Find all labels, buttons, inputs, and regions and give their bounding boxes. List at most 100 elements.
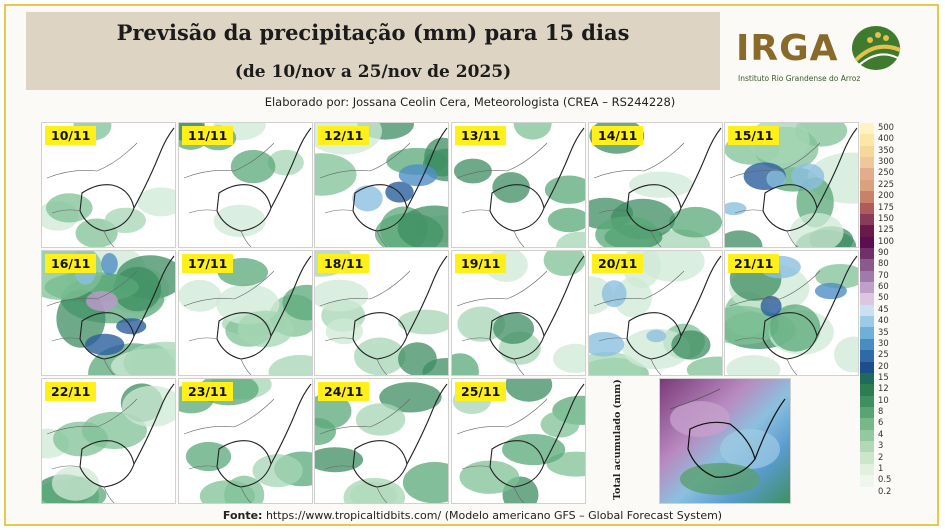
colorbar-segment <box>860 157 874 169</box>
colorbar-segment <box>860 123 874 135</box>
colorbar-level-label: 1 <box>878 462 884 473</box>
colorbar-segment <box>860 270 874 283</box>
colorbar-level-label: 200 <box>878 190 894 201</box>
colorbar-segment <box>860 475 874 487</box>
colorbar-level-label: 250 <box>878 167 894 178</box>
colorbar-segment <box>860 191 874 203</box>
forecast-panel: 19/11 <box>451 250 586 376</box>
colorbar-segment <box>860 441 874 453</box>
panel-date-label: 12/11 <box>318 126 370 145</box>
logo-tagline: Instituto Rio Grandense do Arroz <box>738 74 861 83</box>
page-title: Previsão da precipitação (mm) para 15 di… <box>116 20 630 45</box>
forecast-panel: 16/11 <box>41 250 176 376</box>
total-map-svg <box>660 379 790 503</box>
logo-wordmark: IRGA <box>736 28 839 69</box>
author-credit: Elaborado por: Jossana Ceolin Cera, Mete… <box>264 95 676 109</box>
colorbar-level-label: 400 <box>878 133 894 144</box>
colorbar-level-label: 10 <box>878 394 889 405</box>
colorbar-level-label: 225 <box>878 178 894 189</box>
colorbar-level-label: 50 <box>878 292 889 303</box>
colorbar-segment <box>860 463 874 476</box>
footer-source-text: https://www.tropicaltidbits.com/ (Modelo… <box>262 509 723 522</box>
colorbar-level-label: 4 <box>878 428 884 439</box>
forecast-panel: 17/11 <box>178 250 313 376</box>
colorbar-segment <box>860 350 874 362</box>
colorbar-level-label: 2 <box>878 451 884 462</box>
panel-date-label: 10/11 <box>45 126 97 145</box>
colorbar-level-label: 40 <box>878 315 889 326</box>
colorbar-segment <box>860 338 874 351</box>
forecast-panel: 12/11 <box>314 122 449 248</box>
colorbar-segment <box>860 293 874 305</box>
panel-map <box>589 251 722 375</box>
colorbar-segment <box>860 282 874 294</box>
panel-date-label: 11/11 <box>182 126 234 145</box>
panel-date-label: 23/11 <box>182 382 234 401</box>
colorbar-segment <box>860 145 874 158</box>
colorbar-segment <box>860 247 874 260</box>
colorbar-segment <box>860 225 874 237</box>
panel-date-label: 18/11 <box>318 254 370 273</box>
colorbar-segment <box>860 452 874 464</box>
panel-map <box>42 379 175 503</box>
colorbar-segment <box>860 304 874 317</box>
colorbar-level-label: 100 <box>878 235 894 246</box>
panel-date-label: 19/11 <box>455 254 507 273</box>
colorbar-level-label: 45 <box>878 303 889 314</box>
colorbar-segment <box>860 213 874 226</box>
colorbar-level-label: 8 <box>878 406 884 417</box>
colorbar-segment <box>860 134 874 146</box>
forecast-panel: 24/11 <box>314 378 449 504</box>
forecast-panel: 10/11 <box>41 122 176 248</box>
header-box <box>26 12 720 90</box>
colorbar-level-label: 3 <box>878 440 884 451</box>
panel-date-label: 16/11 <box>45 254 97 273</box>
forecast-panel: 13/11 <box>451 122 586 248</box>
colorbar-segment <box>860 486 874 498</box>
colorbar-segment <box>860 372 874 385</box>
colorbar-level-label: 500 <box>878 122 894 132</box>
forecast-panel: 15/11 <box>724 122 859 248</box>
colorbar-segment <box>860 361 874 373</box>
footer-label: Fonte: <box>222 509 263 522</box>
panel-date-label: 21/11 <box>728 254 780 273</box>
panel-date-label: 20/11 <box>592 254 644 273</box>
panel-date-label: 22/11 <box>45 382 97 401</box>
colorbar-level-label: 300 <box>878 156 894 167</box>
panel-date-label: 13/11 <box>455 126 507 145</box>
colorbar-segment <box>860 429 874 442</box>
panel-date-label: 17/11 <box>182 254 234 273</box>
colorbar-level-label: 60 <box>878 281 889 292</box>
colorbar-level-label: 0.5 <box>878 474 892 485</box>
colorbar-level-label: 90 <box>878 247 889 257</box>
panel-map <box>452 379 585 503</box>
forecast-panel: 23/11 <box>178 378 313 504</box>
panel-map <box>315 251 448 375</box>
colorbar-segment <box>860 259 874 271</box>
colorbar-segment <box>860 168 874 180</box>
colorbar-level-label: 15 <box>878 372 889 382</box>
colorbar-segment <box>860 418 874 430</box>
forecast-panel: 25/11 <box>451 378 586 504</box>
colorbar-segment <box>860 406 874 419</box>
forecast-panel: 22/11 <box>41 378 176 504</box>
colorbar-level-label: 35 <box>878 326 889 337</box>
forecast-panel: 14/11 <box>588 122 723 248</box>
total-accumulated-map <box>659 378 791 504</box>
colorbar-level-label: 30 <box>878 337 889 348</box>
colorbar-segment <box>860 395 874 407</box>
panel-map <box>315 379 448 503</box>
colorbar-level-label: 12 <box>878 383 889 394</box>
forecast-panel: 18/11 <box>314 250 449 376</box>
precipitation-colorbar <box>860 123 874 498</box>
colorbar-segment <box>860 384 874 396</box>
colorbar-level-label: 70 <box>878 269 889 280</box>
colorbar-level-label: 350 <box>878 144 894 155</box>
colorbar-level-label: 150 <box>878 212 894 223</box>
forecast-panel: 20/11 <box>588 250 723 376</box>
colorbar-segment <box>860 316 874 328</box>
forecast-panel: 21/11 <box>724 250 859 376</box>
panel-map <box>315 123 448 247</box>
colorbar-level-label: 175 <box>878 201 894 212</box>
panel-date-label: 25/11 <box>455 382 507 401</box>
